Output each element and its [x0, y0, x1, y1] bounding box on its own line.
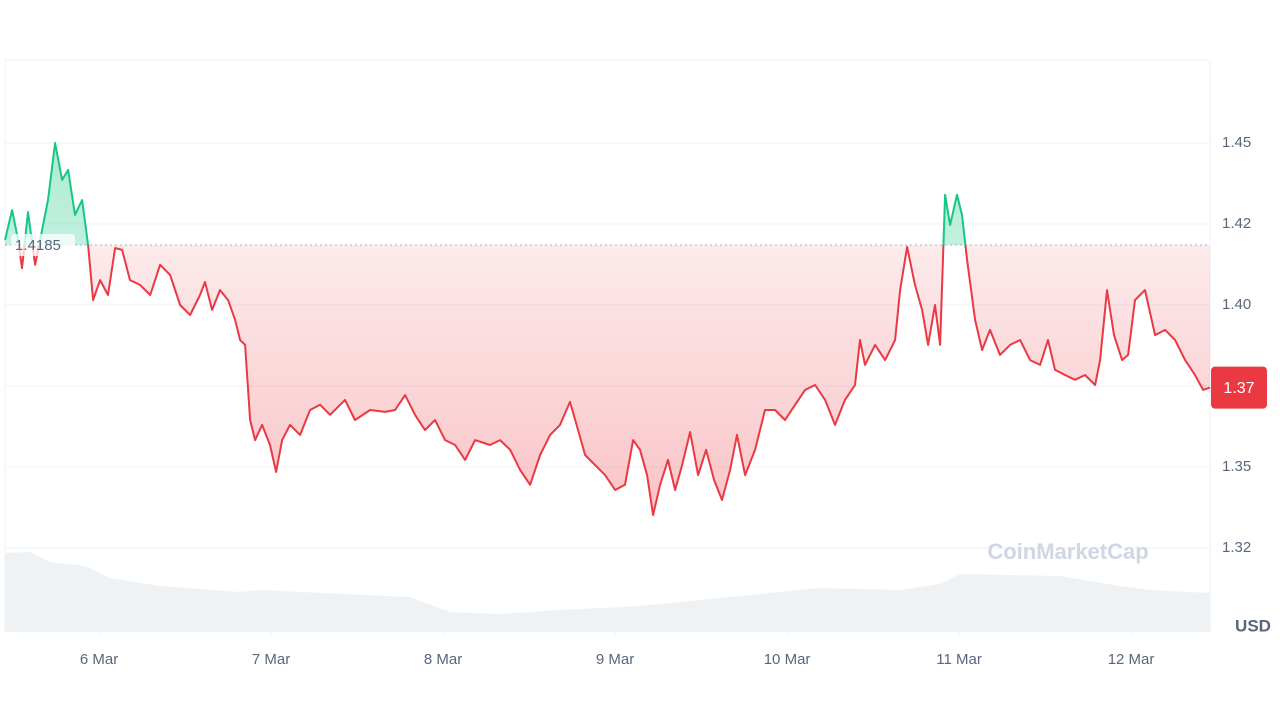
- area-below: [5, 245, 1210, 515]
- y-tick-label: 1.42: [1222, 215, 1251, 232]
- plot: [4, 142, 1211, 516]
- x-tick-label: 9 Mar: [596, 651, 634, 668]
- y-tick-label: 1.40: [1222, 296, 1251, 313]
- x-tick-label: 8 Mar: [424, 651, 462, 668]
- current-price-label: 1.37: [1223, 380, 1254, 397]
- y-tick-label: 1.35: [1222, 458, 1251, 475]
- x-tick-label: 11 Mar: [936, 651, 982, 668]
- current-price-tag: [1211, 366, 1267, 409]
- y-unit: USD: [1235, 616, 1271, 635]
- volume-area: [5, 552, 1210, 632]
- x-tick-label: 12 Mar: [1108, 651, 1155, 668]
- x-tick-label: 7 Mar: [252, 651, 290, 668]
- y-tick-label: 1.45: [1222, 134, 1251, 151]
- y-tick-label: 1.32: [1222, 539, 1251, 556]
- x-tick-label: 10 Mar: [764, 651, 811, 668]
- x-tick-label: 6 Mar: [80, 651, 118, 668]
- reference-label-bg: [11, 234, 75, 257]
- reference-label: 1.4185: [15, 237, 61, 254]
- watermark: CoinMarketCap: [987, 539, 1148, 564]
- price-line-down: [17, 245, 1211, 516]
